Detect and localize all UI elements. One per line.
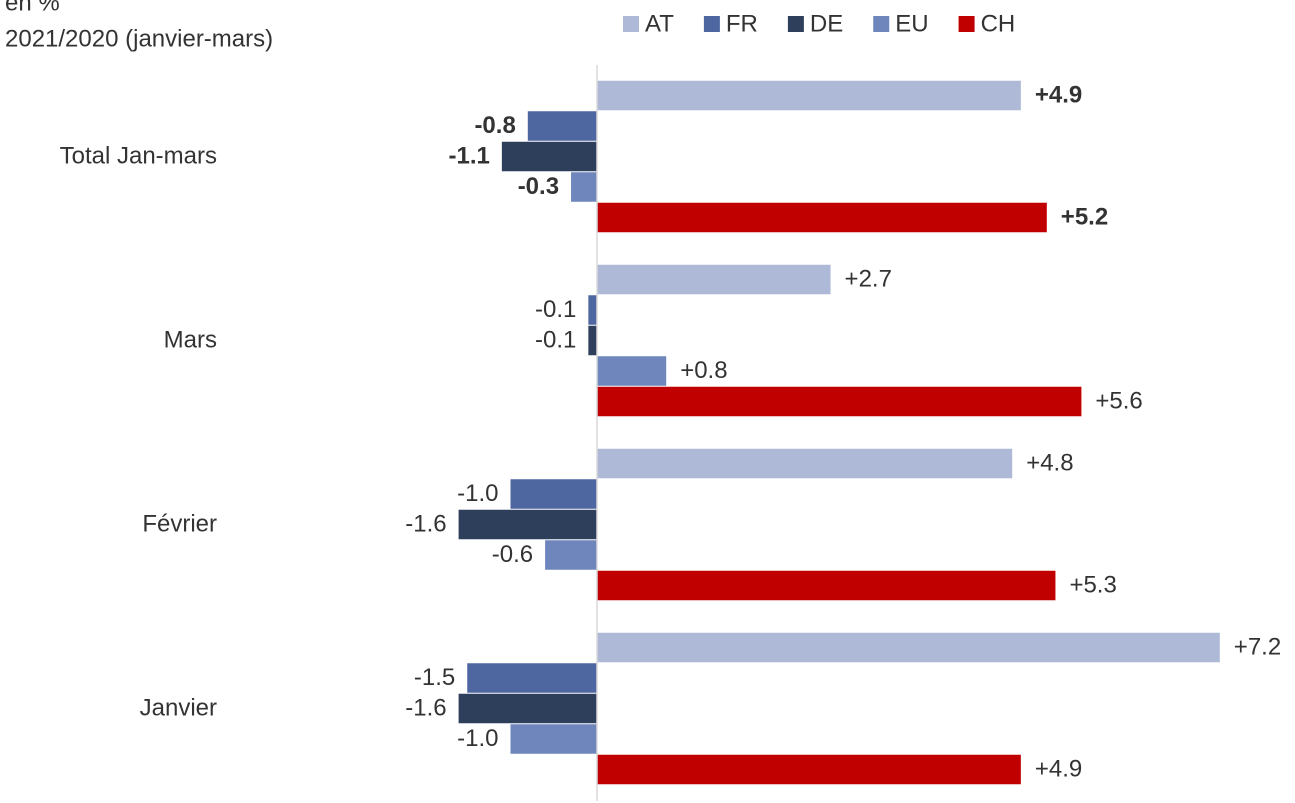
legend-label: EU	[895, 10, 928, 37]
value-label: -1.6	[405, 694, 446, 721]
legend-label: AT	[645, 10, 674, 37]
legend-swatch	[787, 16, 804, 32]
bar	[597, 448, 1013, 479]
bar	[510, 724, 597, 754]
value-label: +0.8	[680, 357, 727, 384]
value-label: -1.5	[414, 664, 455, 691]
bar	[588, 325, 597, 356]
value-label: -0.8	[474, 112, 515, 139]
bar	[597, 80, 1021, 111]
legend-label: CH	[981, 10, 1016, 37]
legend-swatch	[623, 16, 639, 32]
bar	[597, 570, 1056, 601]
bar	[571, 172, 597, 202]
value-label: +2.7	[845, 265, 892, 292]
value-label: -1.1	[448, 142, 489, 169]
bar	[467, 663, 597, 693]
legend-label: FR	[726, 10, 758, 37]
value-label: +4.8	[1026, 449, 1073, 476]
value-label: +4.9	[1035, 81, 1082, 108]
value-label: +4.9	[1035, 755, 1082, 782]
bar	[588, 295, 597, 325]
category-label: Janvier	[140, 694, 217, 721]
bar	[458, 509, 597, 540]
value-label: -0.1	[535, 296, 576, 323]
category-label: Total Jan-mars	[60, 142, 217, 169]
bar	[510, 479, 597, 509]
chart-title: en %	[5, 0, 60, 16]
value-label: -1.0	[457, 480, 498, 507]
value-label: +5.6	[1095, 387, 1142, 414]
value-label: -0.3	[518, 173, 559, 200]
bar	[597, 202, 1047, 233]
value-label: -0.6	[492, 541, 533, 568]
value-label: +5.3	[1069, 571, 1116, 598]
legend-swatch	[873, 16, 890, 32]
category-label: Février	[142, 510, 217, 537]
legend-label: DE	[810, 10, 843, 37]
legend-swatch	[958, 16, 975, 32]
value-label: +7.2	[1234, 633, 1281, 660]
value-label: -1.6	[405, 510, 446, 537]
bar	[527, 111, 597, 141]
bar	[597, 356, 667, 386]
value-label: -1.0	[457, 725, 498, 752]
bar	[545, 540, 597, 570]
bar	[501, 141, 597, 172]
value-label: -0.1	[535, 326, 576, 353]
value-label: +5.2	[1061, 203, 1108, 230]
bar	[458, 693, 597, 724]
legend-swatch	[703, 16, 720, 32]
category-label: Mars	[164, 326, 217, 353]
chart-subtitle: 2021/2020 (janvier-mars)	[5, 25, 273, 52]
bar	[597, 632, 1220, 663]
bar	[597, 386, 1082, 417]
bar	[597, 264, 831, 295]
bar	[597, 754, 1021, 785]
